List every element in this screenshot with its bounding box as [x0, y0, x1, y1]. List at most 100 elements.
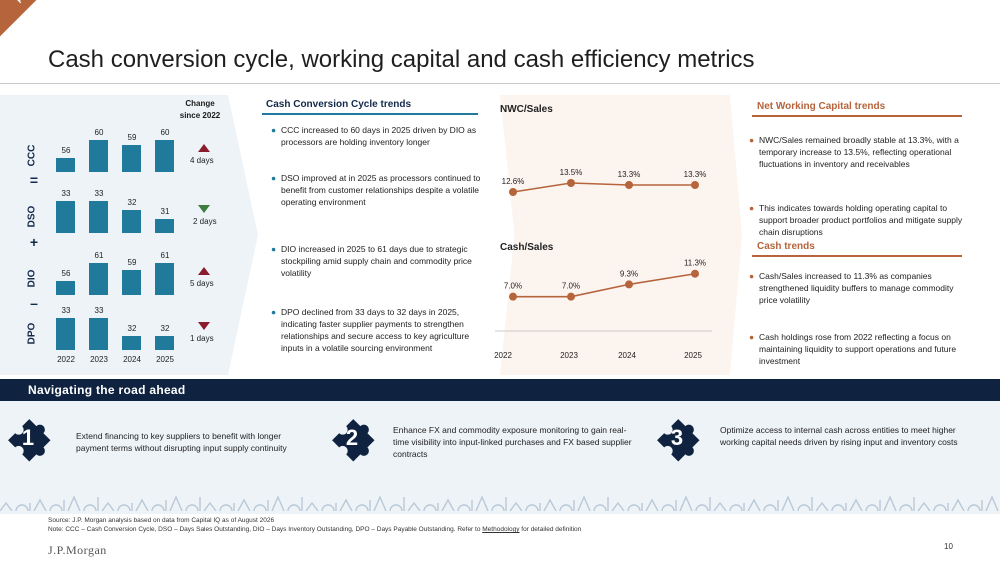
- ccc-trends-header: Cash Conversion Cycle trends: [266, 99, 412, 110]
- farm-silhouette-icon: [747, 498, 779, 511]
- farm-silhouette-icon: [339, 498, 371, 511]
- source-note: Source: J.P. Morgan analysis based on da…: [48, 516, 581, 534]
- bullet-text: DIO increased in 2025 to 61 days due to …: [281, 244, 472, 278]
- change-arrow-dio-icon: [198, 267, 210, 275]
- bar-dio-2023: [89, 263, 108, 295]
- bullet-dot-icon: ●: [749, 271, 755, 281]
- bullet-dot-icon: ●: [271, 125, 277, 135]
- bar-value-label: 32: [127, 324, 137, 333]
- bar-ccc-2025: [155, 140, 174, 172]
- metric-label-ccc: CCC: [26, 144, 38, 167]
- bullet-text: CCC increased to 60 days in 2025 driven …: [281, 125, 477, 147]
- farm-silhouette-icon: [713, 501, 745, 511]
- farm-silhouette-icon: [849, 498, 881, 511]
- bar-dio-2024: [122, 270, 141, 295]
- farm-silhouette-icon: [543, 498, 575, 511]
- data-point-0-2: [625, 181, 633, 189]
- bar-ccc-2022: [56, 158, 75, 172]
- data-label-0-1: 13.5%: [560, 168, 583, 177]
- bar-value-label: 60: [160, 128, 170, 137]
- farm-silhouette-icon: [441, 498, 473, 511]
- bullet-text: Cash holdings rose from 2022 reflecting …: [759, 332, 957, 366]
- data-label-0-0: 12.6%: [502, 177, 525, 186]
- operator-symbol: +: [29, 234, 39, 250]
- bullet-text: This indicates towards holding operating…: [759, 203, 963, 237]
- road-ahead-text: Optimize access to internal cash across …: [720, 425, 958, 447]
- farm-silhouette-icon: [271, 495, 303, 511]
- metrics-panel: [0, 95, 228, 375]
- step-number: 3: [670, 425, 684, 450]
- x-tick-2025: 2025: [684, 351, 702, 360]
- bar-value-label: 33: [61, 189, 71, 198]
- bullet-dot-icon: ●: [749, 332, 755, 342]
- farm-silhouette-icon: [781, 495, 813, 511]
- bar-value-label: 56: [61, 269, 71, 278]
- bullet-item: ● DIO increased in 2025 to 61 days due to…: [271, 243, 481, 279]
- bullet-item: ● DPO declined from 33 days to 32 days in…: [271, 306, 481, 354]
- farm-silhouette-icon: [679, 495, 711, 511]
- note-suffix: for detailed definition: [519, 526, 582, 533]
- bullet-dot-icon: ●: [271, 173, 277, 183]
- cash-trends-rule: [752, 255, 962, 257]
- bullet-text: NWC/Sales remained broadly stable at 13.…: [759, 135, 959, 169]
- bar-value-label: 33: [94, 189, 104, 198]
- farm-silhouette-icon: [33, 498, 65, 511]
- farm-silhouette-icon: [67, 495, 99, 511]
- bar-value-label: 33: [61, 306, 71, 315]
- operator-symbol: =: [29, 172, 39, 188]
- data-label-1-0: 7.0%: [504, 282, 522, 291]
- data-point-1-2: [625, 280, 633, 289]
- title-divider: [0, 83, 1000, 84]
- bar-value-label: 32: [160, 324, 170, 333]
- step-number: 1: [21, 425, 35, 450]
- road-ahead-text: Enhance FX and commodity exposure monito…: [393, 425, 632, 459]
- farm-silhouette-icon: [815, 501, 847, 511]
- bar-value-label: 61: [160, 251, 170, 260]
- bullet-text: DSO improved at in 2025 as processors co…: [281, 173, 481, 207]
- note-prefix: Note: CCC – Cash Conversion Cycle, DSO –…: [48, 526, 483, 533]
- x-tick-2024: 2024: [618, 351, 636, 360]
- change-value-dpo: 1 days: [190, 334, 214, 343]
- farm-silhouette-icon: [475, 495, 507, 511]
- data-point-1-1: [567, 292, 575, 301]
- change-value-dio: 5 days: [190, 279, 214, 288]
- chart-title-0: NWC/Sales: [500, 104, 553, 115]
- farm-silhouette-icon: [237, 498, 269, 511]
- road-ahead-bar: [0, 379, 1000, 401]
- year-label-2025: 2025: [156, 355, 174, 364]
- bar-dso-2025: [155, 219, 174, 233]
- farm-silhouette-icon: [917, 501, 949, 511]
- bar-value-label: 59: [127, 258, 137, 268]
- ratios-panel: [500, 95, 742, 375]
- bullet-dot-icon: ●: [749, 203, 755, 213]
- farm-silhouette-icon: [101, 501, 133, 511]
- road-ahead-panel: [0, 401, 1000, 514]
- ratio-line-charts: NWC/Sales 12.6% 13.5% 13.3% 13.3% Cash/Sales 7…: [494, 104, 712, 360]
- methodology-link[interactable]: Methodology: [482, 526, 520, 533]
- data-point-0-0: [509, 188, 517, 196]
- year-label-2024: 2024: [123, 355, 141, 364]
- farm-silhouette-icon: [577, 495, 609, 511]
- puzzle-piece-icon: [8, 419, 51, 462]
- series-line-0: [512, 182, 695, 193]
- ribbon-line-2: Processing: [0, 0, 80, 33]
- farm-silhouette-icon: [407, 501, 439, 511]
- bar-ccc-2024: [122, 144, 141, 172]
- cash-trends-header: Cash trends: [757, 241, 815, 252]
- bar-value-label: 56: [61, 146, 71, 155]
- bar-ccc-2023: [89, 140, 108, 172]
- bar-dpo-2024: [122, 336, 141, 350]
- bullet-item: ● CCC increased to 60 days in 2025 driven…: [271, 124, 481, 148]
- farm-silhouette-icon: [611, 501, 643, 511]
- metrics-panel-arrow: [228, 95, 258, 375]
- puzzle-piece-icon: [332, 419, 375, 462]
- bar-dso-2023: [89, 201, 108, 233]
- change-value-dso: 2 days: [193, 217, 217, 226]
- change-value-ccc: 4 days: [190, 156, 214, 165]
- bar-value-label: 60: [94, 128, 104, 137]
- farm-silhouette-icon: [0, 501, 31, 511]
- road-ahead-title: Navigating the road ahead: [28, 383, 186, 397]
- bullet-text: DPO declined from 33 days to 32 days in …: [281, 307, 470, 353]
- year-label-2022: 2022: [57, 355, 75, 364]
- bar-dpo-2022: [56, 318, 75, 350]
